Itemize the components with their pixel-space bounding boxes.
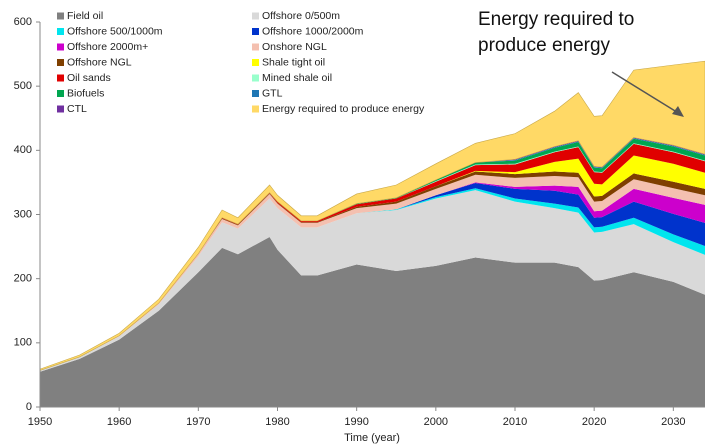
x-tick-label: 2000 bbox=[424, 416, 448, 428]
x-tick-label: 1990 bbox=[344, 416, 368, 428]
legend-label: Shale tight oil bbox=[262, 56, 325, 68]
annotation: produce energy bbox=[478, 35, 611, 56]
legend-swatch bbox=[57, 59, 64, 66]
legend-swatch bbox=[252, 90, 259, 97]
legend-label: Field oil bbox=[67, 10, 103, 22]
y-tick-label: 100 bbox=[14, 337, 32, 349]
y-tick-label: 0 bbox=[26, 401, 32, 413]
area bbox=[40, 236, 705, 407]
legend-swatch bbox=[57, 28, 64, 35]
legend-label: GTL bbox=[262, 87, 283, 99]
legend-swatch bbox=[252, 28, 259, 35]
x-tick-label: 1970 bbox=[186, 416, 210, 428]
legend-label: CTL bbox=[67, 103, 87, 115]
legend-swatch bbox=[252, 43, 259, 51]
legend-label: Oil sands bbox=[67, 72, 111, 84]
legend-label: Onshore NGL bbox=[262, 41, 327, 53]
x-tick-label: 2010 bbox=[503, 416, 527, 428]
area bbox=[39, 60, 705, 371]
x-tick-label: 1980 bbox=[265, 416, 289, 428]
legend-label: Biofuels bbox=[67, 87, 104, 99]
legend-swatch bbox=[252, 12, 259, 20]
area bbox=[40, 182, 705, 371]
y-tick-label: 400 bbox=[14, 144, 32, 156]
legend-swatch bbox=[57, 90, 64, 97]
legend-swatch bbox=[252, 105, 259, 113]
y-tick-label: 500 bbox=[14, 80, 32, 92]
x-tick-label: 2030 bbox=[661, 416, 685, 428]
legend-swatch bbox=[252, 59, 259, 66]
legend-swatch bbox=[57, 105, 64, 113]
area bbox=[40, 190, 705, 372]
legend-label: Offshore 500/1000m bbox=[67, 25, 163, 37]
legend-swatch bbox=[57, 12, 64, 20]
legend-label: Mined shale oil bbox=[262, 72, 332, 84]
legend-label: Offshore NGL bbox=[67, 56, 132, 68]
x-tick-label: 1950 bbox=[28, 416, 52, 428]
legend-label: Offshore 2000m+ bbox=[67, 41, 148, 53]
legend-label: Offshore 1000/2000m bbox=[262, 25, 364, 37]
legend-swatch bbox=[57, 74, 64, 82]
arrow-head bbox=[672, 106, 684, 117]
y-tick-label: 300 bbox=[14, 208, 32, 220]
annotation: Energy required to bbox=[478, 9, 634, 30]
annotation-arrow bbox=[611, 71, 681, 115]
legend-label: Offshore 0/500m bbox=[262, 10, 340, 22]
legend-label: Energy required to produce energy bbox=[262, 103, 425, 115]
plot-area bbox=[39, 60, 705, 407]
legend-swatch bbox=[252, 74, 259, 82]
y-tick-label: 600 bbox=[14, 16, 32, 28]
y-tick-label: 200 bbox=[14, 273, 32, 285]
x-tick-label: 2020 bbox=[582, 416, 606, 428]
legend-swatch bbox=[57, 43, 64, 51]
x-axis-label: Time (year) bbox=[344, 432, 400, 444]
x-tick-label: 1960 bbox=[107, 416, 131, 428]
